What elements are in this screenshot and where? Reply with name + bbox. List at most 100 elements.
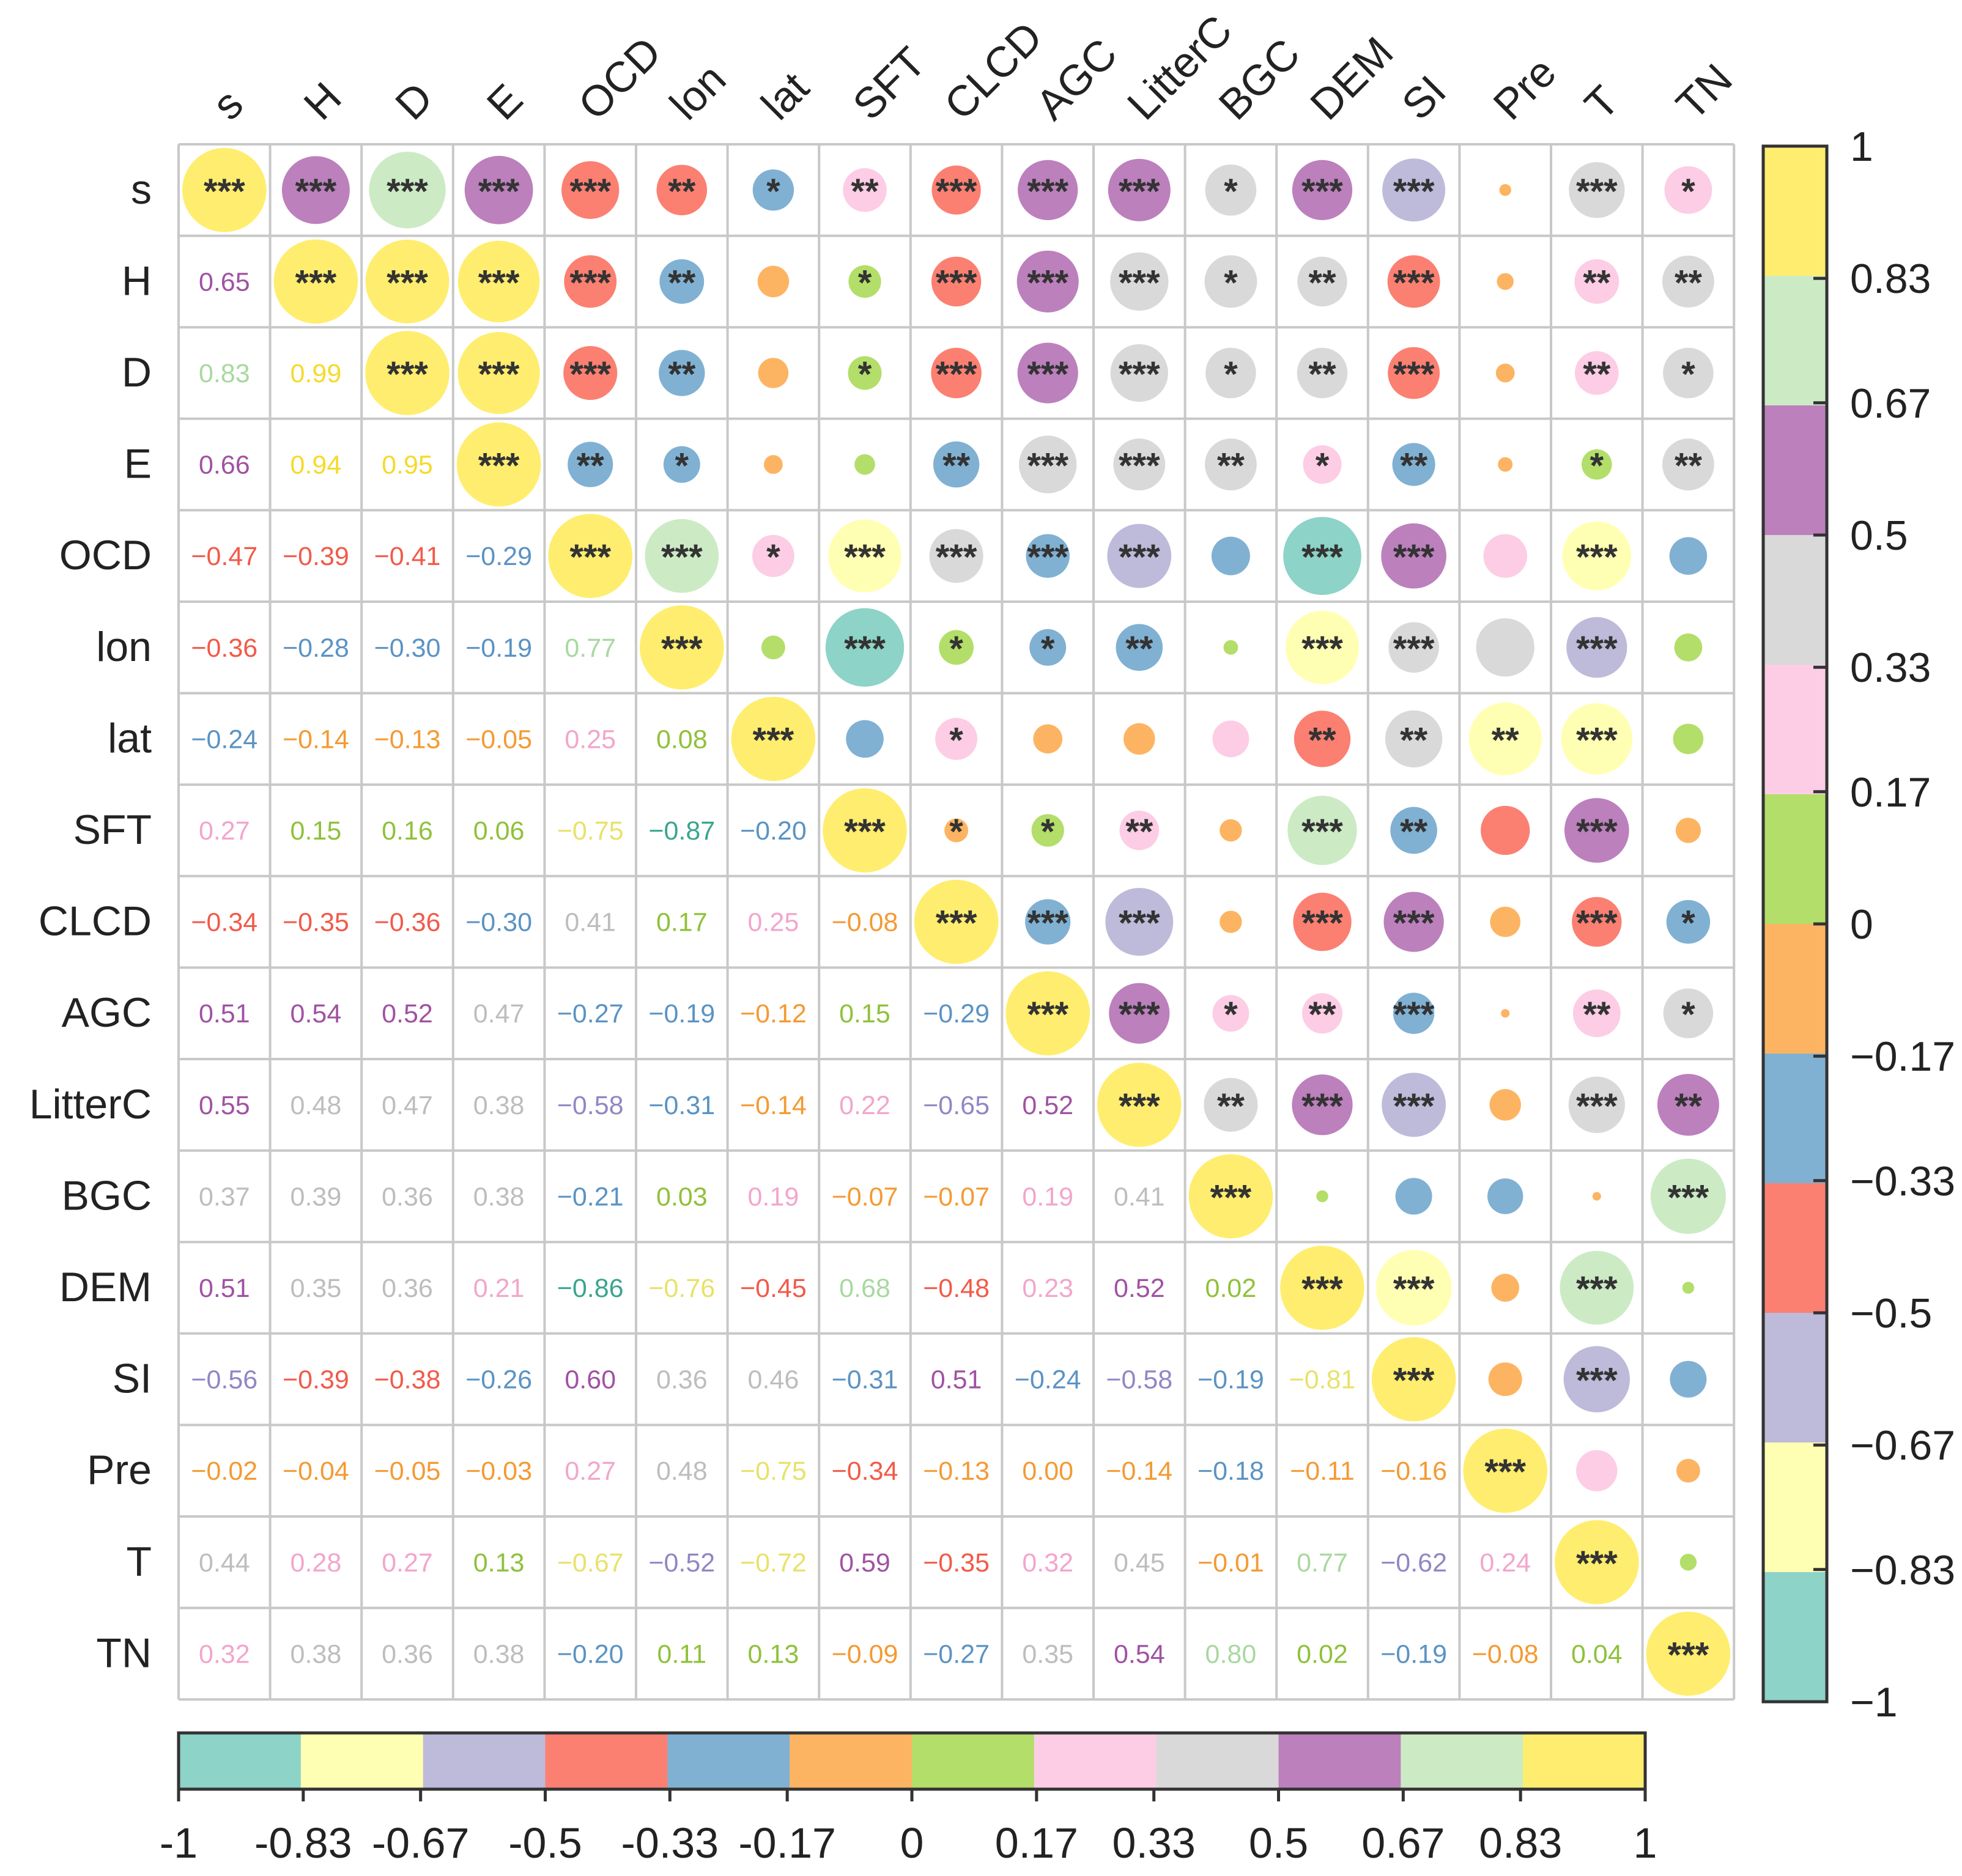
corr-value-AGC-s: 0.51 — [199, 999, 250, 1028]
corr-circle-LitterC-TN — [1657, 1074, 1719, 1136]
corr-circle-SFT-DEM — [1287, 796, 1357, 865]
corr-circle-s-AGC — [1018, 160, 1078, 220]
matrix-cells: *** *** *** *** *** ** * ** *** *** *** * *** *** *** *… — [182, 147, 1731, 1696]
significance-stars: ** — [1675, 446, 1703, 486]
corr-value-T-SFT: 0.59 — [839, 1548, 890, 1578]
row-label-lon: lon — [96, 624, 152, 670]
corr-circle-D-TN — [1663, 347, 1714, 399]
corr-circle-D-BGC — [1205, 347, 1256, 399]
significance-stars: *** — [478, 355, 520, 394]
corr-circle-Pre-T — [1576, 1450, 1618, 1491]
corr-circle-lon-lat — [761, 635, 785, 660]
significance-stars: *** — [1027, 263, 1068, 303]
corr-circle-lon-SFT — [825, 608, 905, 687]
corr-circle-H-lon — [659, 259, 705, 304]
corr-value-T-lon: −0.52 — [648, 1548, 715, 1578]
row-label-H: H — [122, 257, 152, 304]
corr-circle-SI-SI — [1371, 1337, 1456, 1422]
vertical-colorbar-tick-label: 0.67 — [1850, 380, 1931, 427]
corr-circle-SFT-Pre — [1481, 805, 1530, 855]
corr-circle-lat-Pre — [1468, 702, 1542, 775]
corr-circle-OCD-lon — [645, 519, 719, 593]
significance-stars: ** — [668, 263, 696, 303]
corr-value-lon-E: −0.19 — [465, 633, 532, 663]
significance-stars: *** — [1576, 1544, 1618, 1584]
corr-value-BGC-AGC: 0.19 — [1022, 1182, 1073, 1211]
horizontal-colorbar-segment — [1034, 1733, 1157, 1789]
corr-value-T-D: 0.27 — [382, 1548, 433, 1578]
vertical-colorbar-tick-label: −0.17 — [1850, 1033, 1955, 1080]
significance-stars: *** — [1119, 355, 1160, 394]
significance-stars: *** — [1027, 446, 1068, 486]
corr-circle-T-T — [1554, 1520, 1639, 1605]
corr-circle-D-SFT — [848, 356, 882, 390]
vertical-colorbar-segment — [1763, 794, 1827, 925]
corr-value-T-H: 0.28 — [291, 1548, 342, 1578]
corr-circle-lat-TN — [1673, 723, 1704, 755]
significance-stars: *** — [387, 172, 428, 212]
corr-value-AGC-lat: −0.12 — [740, 999, 807, 1028]
corr-value-Pre-D: −0.05 — [374, 1457, 441, 1486]
significance-stars: *** — [1393, 1269, 1435, 1309]
corr-circle-E-LitterC — [1113, 438, 1166, 491]
corr-value-lat-OCD: 0.25 — [565, 725, 616, 754]
corr-circle-BGC-DEM — [1316, 1190, 1328, 1203]
row-label-SI: SI — [113, 1356, 152, 1402]
corr-circle-D-T — [1575, 351, 1619, 395]
corr-value-TN-D: 0.36 — [382, 1639, 433, 1669]
corr-circle-AGC-DEM — [1301, 993, 1343, 1034]
corr-circle-lon-Pre — [1476, 618, 1534, 677]
corr-value-SI-SFT: −0.31 — [832, 1365, 898, 1395]
corr-circle-OCD-CLCD — [929, 529, 983, 583]
corr-value-TN-AGC: 0.35 — [1022, 1639, 1073, 1669]
corr-value-BGC-D: 0.36 — [382, 1182, 433, 1211]
corr-circle-lon-TN — [1674, 633, 1703, 662]
corr-circle-lon-SI — [1388, 622, 1439, 673]
vertical-colorbar-segment — [1763, 1442, 1827, 1573]
horizontal-colorbar-tick-label: -0.17 — [738, 1819, 836, 1867]
significance-stars: ** — [1675, 263, 1703, 303]
corr-circle-E-AGC — [1019, 435, 1077, 493]
corr-value-LitterC-CLCD: −0.65 — [923, 1091, 990, 1120]
corr-value-SFT-lat: −0.20 — [740, 816, 807, 846]
corr-value-SFT-H: 0.15 — [291, 816, 342, 846]
significance-stars: *** — [1119, 1087, 1160, 1126]
significance-stars: *** — [1576, 1361, 1618, 1401]
corr-value-SI-E: −0.26 — [465, 1365, 532, 1395]
significance-stars: *** — [1301, 904, 1343, 944]
corr-circle-DEM-SI — [1375, 1250, 1452, 1326]
corr-value-DEM-CLCD: −0.48 — [923, 1274, 990, 1303]
corr-circle-s-s — [182, 147, 267, 232]
corr-circle-OCD-LitterC — [1107, 523, 1172, 588]
horizontal-colorbar-segment — [423, 1733, 546, 1789]
horizontal-colorbar-tick-label: 0.5 — [1249, 1819, 1308, 1867]
corr-value-T-E: 0.13 — [473, 1548, 525, 1578]
significance-stars: *** — [478, 172, 520, 212]
significance-stars: * — [1224, 172, 1238, 212]
corr-circle-lat-lat — [731, 696, 816, 781]
horizontal-colorbar-tick-label: 1 — [1634, 1819, 1657, 1867]
corr-value-CLCD-OCD: 0.41 — [565, 908, 616, 937]
corr-circle-T-TN — [1679, 1554, 1697, 1571]
significance-stars: *** — [936, 537, 977, 577]
corr-value-T-AGC: 0.32 — [1022, 1548, 1073, 1578]
significance-stars: * — [949, 629, 963, 669]
row-label-AGC: AGC — [62, 989, 152, 1036]
vertical-colorbar-segment — [1763, 146, 1827, 276]
significance-stars: * — [1041, 812, 1055, 852]
significance-stars: *** — [1119, 904, 1160, 944]
vertical-colorbar-tick-label: −0.5 — [1850, 1290, 1932, 1337]
corr-circle-H-CLCD — [931, 256, 982, 307]
corr-circle-H-DEM — [1297, 256, 1347, 307]
corr-circle-lat-SFT — [846, 720, 884, 758]
corr-value-lat-D: −0.13 — [374, 725, 441, 754]
vertical-colorbar-segment — [1763, 924, 1827, 1054]
corr-circle-AGC-TN — [1663, 988, 1714, 1038]
significance-stars: * — [1681, 995, 1695, 1035]
corr-circle-s-D — [369, 152, 446, 229]
horizontal-colorbar-tick-label: -0.67 — [372, 1819, 470, 1867]
corr-value-D-H: 0.99 — [291, 359, 342, 388]
significance-stars: *** — [1576, 172, 1618, 212]
corr-circle-TN-TN — [1646, 1611, 1731, 1696]
